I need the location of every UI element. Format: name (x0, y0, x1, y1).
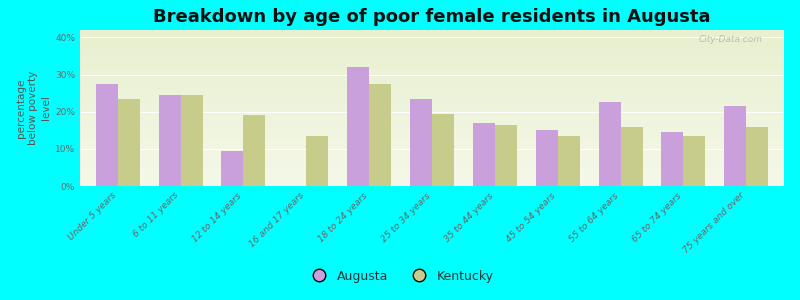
Title: Breakdown by age of poor female residents in Augusta: Breakdown by age of poor female resident… (154, 8, 710, 26)
Bar (598, 102, 621, 186)
Bar (432, 114, 454, 186)
Bar (621, 127, 642, 186)
Bar (243, 116, 266, 186)
Bar (369, 84, 391, 186)
Bar (118, 99, 140, 186)
Bar (662, 132, 683, 186)
Bar (181, 95, 202, 186)
Bar (347, 67, 369, 186)
Bar (96, 84, 118, 186)
Legend: Augusta, Kentucky: Augusta, Kentucky (302, 265, 498, 288)
Bar (473, 123, 495, 186)
Bar (306, 136, 328, 186)
Y-axis label: percentage
below poverty
level: percentage below poverty level (16, 71, 51, 145)
Bar (536, 130, 558, 186)
Bar (683, 136, 706, 186)
Bar (724, 106, 746, 186)
Bar (222, 151, 243, 186)
Bar (495, 125, 517, 186)
Text: City-Data.com: City-Data.com (699, 35, 763, 44)
Bar (158, 95, 181, 186)
Bar (410, 99, 432, 186)
Bar (746, 127, 768, 186)
Bar (558, 136, 580, 186)
